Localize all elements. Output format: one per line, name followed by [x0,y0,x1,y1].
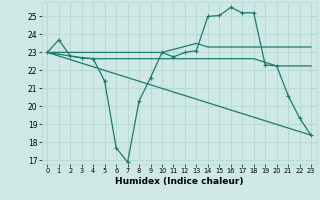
X-axis label: Humidex (Indice chaleur): Humidex (Indice chaleur) [115,177,244,186]
